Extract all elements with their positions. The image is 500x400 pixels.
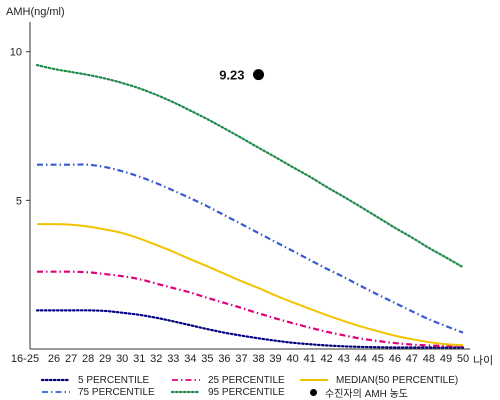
- legend-item-p25: 25 PERCENTILE: [170, 374, 285, 386]
- legend-label-p95: 95 PERCENTILE: [208, 386, 285, 398]
- legend: 5 PERCENTILE 75 PERCENTILE 25 PERCENTILE…: [0, 370, 500, 400]
- x-tick-label: 39: [269, 353, 281, 365]
- series-line-4: [35, 64, 465, 269]
- x-tick-label: 29: [99, 353, 111, 365]
- x-tick-label: 27: [65, 353, 77, 365]
- patient-point-label: 9.23: [219, 68, 244, 83]
- x-tick-label: 50: [457, 353, 469, 365]
- tick-labels: 16-25 26 27 28 29 30 31 32 33 34 35 36 37 38 39 40 41 42 4…: [10, 47, 469, 365]
- legend-label-p25: 25 PERCENTILE: [208, 374, 285, 386]
- legend-swatch-p5: [40, 378, 72, 382]
- legend-label-median: MEDIAN(50 PERCENTILE): [336, 374, 459, 386]
- x-tick-label: 33: [167, 353, 179, 365]
- series-line-2: [36, 223, 464, 347]
- amh-chart: AMH(ng/ml) 나이 16-25 26 27 28 29 30 31 32 33 34 35 3…: [6, 6, 493, 367]
- x-tick-label: 31: [133, 353, 145, 365]
- x-tick-label: 37: [235, 353, 247, 365]
- x-tick-label: 36: [218, 353, 230, 365]
- legend-label-p75: 75 PERCENTILE: [78, 386, 155, 398]
- legend-label-p5: 5 PERCENTILE: [78, 374, 150, 386]
- x-tick-label: 46: [389, 353, 401, 365]
- legend-swatch-median: [300, 379, 328, 381]
- y-axis: AMH(ng/ml): [6, 6, 65, 349]
- x-tick-label: 44: [355, 353, 367, 365]
- x-axis-title: 나이: [473, 354, 493, 367]
- y-axis-title: AMH(ng/ml): [6, 6, 65, 18]
- x-tick-label: 45: [372, 353, 384, 365]
- x-tick-label: 30: [116, 353, 128, 365]
- x-tick-label: 49: [440, 353, 452, 365]
- x-tick-label: 16-25: [11, 353, 39, 365]
- x-tick-label: 38: [252, 353, 264, 365]
- series-line-1: [37, 270, 464, 348]
- legend-item-p5: 5 PERCENTILE: [40, 374, 149, 386]
- legend-item-p75: 75 PERCENTILE: [40, 386, 155, 398]
- series-line-0: [35, 309, 465, 349]
- x-tick-label: 32: [150, 353, 162, 365]
- legend-swatch-p95: [170, 390, 202, 394]
- x-tick-label: 43: [338, 353, 350, 365]
- x-tick-label: 28: [82, 353, 94, 365]
- x-tick-label: 48: [423, 353, 435, 365]
- x-tick-label: 41: [304, 353, 316, 365]
- legend-item-median: MEDIAN(50 PERCENTILE): [298, 374, 458, 386]
- series-lines: [35, 64, 465, 349]
- legend-dot-patient: [310, 388, 317, 396]
- legend-item-patient: 수진자의 AMH 농도: [310, 386, 408, 400]
- legend-swatch-p75: [42, 391, 70, 393]
- x-tick-label: 47: [406, 353, 418, 365]
- y-tick-label: 5: [16, 195, 22, 207]
- legend-label-patient: 수진자의 AMH 농도: [325, 388, 408, 400]
- x-tick-label: 26: [48, 353, 60, 365]
- legend-swatch-p25: [172, 379, 200, 381]
- y-tick-label: 10: [10, 47, 22, 59]
- series-line-3: [37, 163, 464, 334]
- legend-item-p95: 95 PERCENTILE: [170, 386, 285, 398]
- x-tick-label: 34: [184, 353, 196, 365]
- x-axis: 나이: [30, 348, 493, 367]
- x-tick-label: 35: [201, 353, 213, 365]
- patient-marker: 9.23: [219, 68, 265, 83]
- x-tick-label: 42: [321, 353, 333, 365]
- patient-point: [253, 69, 265, 81]
- x-tick-label: 40: [286, 353, 298, 365]
